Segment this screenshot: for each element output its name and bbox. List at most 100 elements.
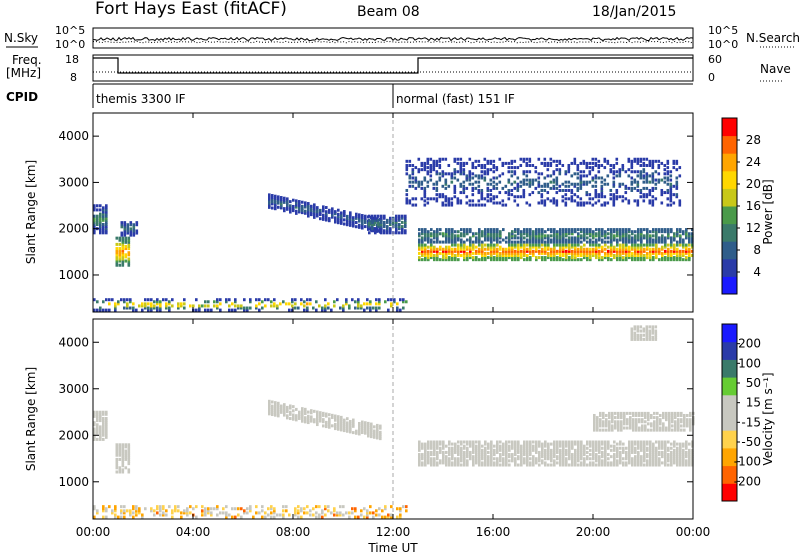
echo-cell (433, 247, 436, 251)
echo-cell (295, 416, 298, 420)
echo-cell (683, 420, 686, 424)
echo-cell (611, 411, 614, 415)
echo-cell (570, 195, 574, 199)
echo-cell (675, 159, 679, 163)
echo-cell (118, 247, 122, 251)
echo-cell (685, 461, 688, 465)
echo-cell (502, 256, 505, 260)
echo-cell (679, 251, 682, 255)
echo-cell (610, 236, 613, 240)
echo-cell (118, 236, 122, 240)
echo-cell (611, 420, 614, 424)
echo-cell (105, 412, 108, 416)
echo-cell (117, 302, 120, 306)
echo-cell (481, 254, 484, 258)
echo-cell (358, 225, 361, 229)
echo-cell (453, 170, 457, 174)
echo-cell (427, 249, 430, 253)
echo-cell (640, 459, 643, 463)
echo-cell (486, 199, 490, 203)
echo-cell (201, 505, 204, 509)
echo-cell (487, 444, 490, 448)
echo-cell (573, 159, 577, 163)
echo-cell (604, 230, 607, 234)
echo-cell (605, 422, 608, 426)
echo-cell (633, 325, 637, 329)
echo-cell (283, 209, 286, 213)
echo-cell (264, 515, 267, 519)
echo-cell (625, 247, 628, 251)
echo-cell (514, 234, 517, 238)
echo-cell (433, 256, 436, 260)
echo-cell (595, 245, 598, 249)
echo-cell (310, 208, 313, 212)
echo-cell (102, 206, 105, 210)
echo-cell (483, 170, 487, 174)
echo-cell (331, 213, 334, 217)
echo-cell (301, 417, 304, 421)
echo-cell (601, 459, 604, 463)
echo-cell (562, 463, 565, 467)
echo-cell (496, 243, 499, 247)
echo-cell (547, 240, 550, 244)
echo-cell (444, 199, 448, 203)
echo-cell (495, 201, 499, 205)
echo-cell (541, 238, 544, 242)
echo-cell (559, 243, 562, 247)
echo-cell (520, 251, 523, 255)
echo-cell (574, 461, 577, 465)
echo-cell (322, 424, 325, 428)
echo-cell (659, 420, 662, 424)
echo-cell (525, 178, 529, 182)
echo-cell (532, 254, 535, 258)
echo-cell (447, 197, 451, 201)
echo-cell (670, 245, 673, 249)
noise-left-tick-bottom: 10^0 (55, 38, 85, 51)
echo-cell (383, 231, 386, 235)
echo-cell (343, 424, 346, 428)
echo-cell (207, 511, 210, 515)
echo-cell (627, 168, 631, 172)
echo-cell (615, 174, 619, 178)
echo-cell (364, 218, 367, 222)
echo-cell (651, 178, 655, 182)
echo-cell (688, 256, 691, 260)
echo-cell (642, 193, 646, 197)
echo-cell (405, 197, 409, 201)
echo-cell (427, 442, 430, 446)
echo-cell (424, 457, 427, 461)
echo-cell (121, 468, 125, 472)
echo-cell (307, 214, 310, 218)
echo-cell (297, 515, 300, 519)
echo-cell (421, 240, 424, 244)
echo-cell (401, 220, 404, 224)
echo-cell (118, 449, 122, 453)
echo-cell (102, 437, 105, 441)
echo-cell (544, 457, 547, 461)
echo-cell (489, 199, 493, 203)
echo-cell (649, 457, 652, 461)
echo-cell (682, 459, 685, 463)
echo-cell (421, 245, 424, 249)
echo-cell (354, 509, 357, 513)
echo-cell (688, 249, 691, 253)
echo-cell (310, 211, 313, 215)
echo-cell (483, 163, 487, 167)
echo-cell (579, 197, 583, 201)
echo-cell (421, 228, 424, 232)
echo-cell (475, 444, 478, 448)
echo-cell (580, 442, 583, 446)
echo-cell (105, 429, 108, 433)
echo-cell (628, 461, 631, 465)
echo-cell (553, 228, 556, 232)
echo-cell (550, 240, 553, 244)
echo-cell (549, 161, 553, 165)
echo-cell (661, 234, 664, 238)
echo-cell (592, 249, 595, 253)
echo-cell (538, 251, 541, 255)
echo-cell (435, 170, 439, 174)
echo-cell (277, 403, 280, 407)
echo-cell (624, 184, 628, 188)
echo-cell (495, 182, 499, 186)
echo-cell (655, 256, 658, 260)
